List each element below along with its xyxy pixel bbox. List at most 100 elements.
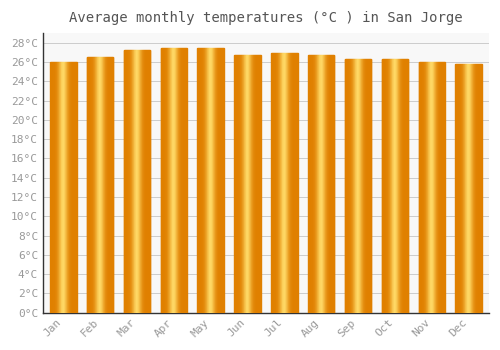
Bar bbox=[406, 59, 407, 313]
Title: Average monthly temperatures (°C ) in San Jorge: Average monthly temperatures (°C ) in Sa… bbox=[69, 11, 462, 25]
Bar bbox=[433, 62, 434, 313]
Bar bbox=[472, 64, 474, 313]
Bar bbox=[75, 62, 76, 313]
Bar bbox=[444, 62, 445, 313]
Bar bbox=[321, 55, 322, 313]
Bar bbox=[160, 48, 187, 313]
Bar bbox=[132, 50, 133, 313]
Bar bbox=[50, 62, 76, 313]
Bar bbox=[71, 62, 72, 313]
Bar bbox=[276, 54, 277, 313]
Bar bbox=[52, 62, 54, 313]
Bar bbox=[96, 57, 97, 313]
Bar bbox=[208, 48, 210, 313]
Bar bbox=[165, 48, 166, 313]
Bar bbox=[104, 57, 106, 313]
Bar bbox=[354, 59, 356, 313]
Bar bbox=[236, 55, 237, 313]
Bar bbox=[360, 59, 362, 313]
Bar bbox=[68, 62, 69, 313]
Bar bbox=[163, 48, 164, 313]
Bar bbox=[214, 48, 216, 313]
Bar bbox=[399, 59, 400, 313]
Bar bbox=[456, 64, 482, 313]
Bar bbox=[479, 64, 480, 313]
Bar bbox=[297, 54, 298, 313]
Bar bbox=[346, 59, 347, 313]
Bar bbox=[383, 59, 384, 313]
Bar bbox=[238, 55, 239, 313]
Bar bbox=[400, 59, 401, 313]
Bar bbox=[218, 48, 220, 313]
Bar bbox=[398, 59, 399, 313]
Bar bbox=[290, 54, 291, 313]
Bar bbox=[100, 57, 101, 313]
Bar bbox=[437, 62, 438, 313]
Bar bbox=[149, 50, 150, 313]
Bar bbox=[177, 48, 178, 313]
Bar bbox=[249, 55, 250, 313]
Bar bbox=[125, 50, 126, 313]
Bar bbox=[434, 62, 435, 313]
Bar bbox=[160, 48, 161, 313]
Bar bbox=[241, 55, 242, 313]
Bar bbox=[171, 48, 172, 313]
Bar bbox=[432, 62, 433, 313]
Bar bbox=[317, 55, 318, 313]
Bar bbox=[220, 48, 222, 313]
Bar bbox=[325, 55, 326, 313]
Bar bbox=[286, 54, 287, 313]
Bar bbox=[396, 59, 397, 313]
Bar bbox=[422, 62, 423, 313]
Bar bbox=[405, 59, 406, 313]
Bar bbox=[424, 62, 425, 313]
Bar bbox=[385, 59, 386, 313]
Bar bbox=[245, 55, 246, 313]
Bar bbox=[435, 62, 436, 313]
Bar bbox=[222, 48, 224, 313]
Bar bbox=[289, 54, 290, 313]
Bar bbox=[282, 54, 283, 313]
Bar bbox=[67, 62, 68, 313]
Bar bbox=[170, 48, 171, 313]
Bar bbox=[141, 50, 142, 313]
Bar bbox=[180, 48, 181, 313]
Bar bbox=[352, 59, 353, 313]
Bar bbox=[440, 62, 441, 313]
Bar bbox=[404, 59, 405, 313]
Bar bbox=[280, 54, 281, 313]
Bar bbox=[390, 59, 391, 313]
Bar bbox=[237, 55, 238, 313]
Bar bbox=[140, 50, 141, 313]
Bar bbox=[348, 59, 349, 313]
Bar bbox=[110, 57, 112, 313]
Bar bbox=[255, 55, 256, 313]
Bar bbox=[250, 55, 251, 313]
Bar bbox=[316, 55, 317, 313]
Bar bbox=[129, 50, 130, 313]
Bar bbox=[436, 62, 437, 313]
Bar bbox=[431, 62, 432, 313]
Bar bbox=[271, 54, 297, 313]
Bar bbox=[393, 59, 394, 313]
Bar bbox=[254, 55, 255, 313]
Bar bbox=[323, 55, 324, 313]
Bar bbox=[388, 59, 389, 313]
Bar bbox=[252, 55, 253, 313]
Bar bbox=[137, 50, 138, 313]
Bar bbox=[292, 54, 293, 313]
Bar bbox=[143, 50, 144, 313]
Bar bbox=[139, 50, 140, 313]
Bar bbox=[98, 57, 99, 313]
Bar bbox=[186, 48, 187, 313]
Bar bbox=[62, 62, 63, 313]
Bar bbox=[234, 55, 235, 313]
Bar bbox=[275, 54, 276, 313]
Bar bbox=[347, 59, 348, 313]
Bar bbox=[313, 55, 314, 313]
Bar bbox=[246, 55, 247, 313]
Bar bbox=[382, 59, 408, 313]
Bar bbox=[95, 57, 96, 313]
Bar bbox=[147, 50, 148, 313]
Bar bbox=[319, 55, 320, 313]
